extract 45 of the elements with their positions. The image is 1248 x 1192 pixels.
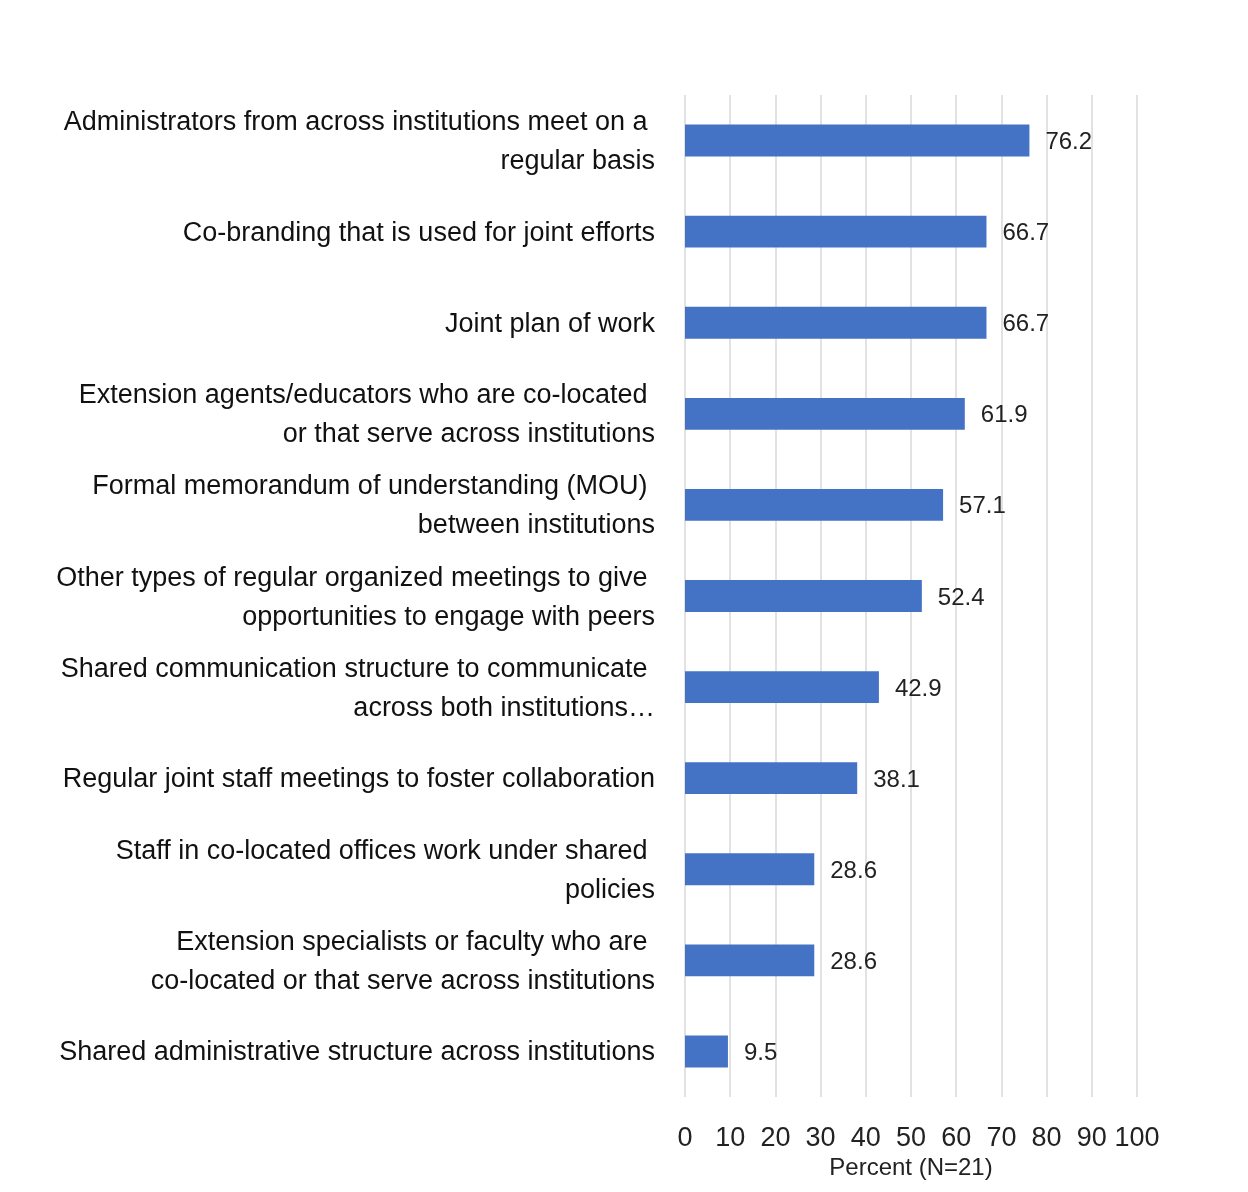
x-tick-label: 80 (1031, 1121, 1062, 1152)
data-label: 38.1 (873, 764, 920, 792)
x-tick-label: 10 (715, 1121, 746, 1152)
data-label: 28.6 (830, 946, 877, 974)
data-label: 66.7 (1002, 309, 1050, 337)
bar (685, 1035, 728, 1068)
data-label: 28.6 (830, 855, 877, 883)
y-tick-label: Administrators from across institutions meet on a regular basis (63, 106, 655, 176)
y-tick-label: Regular joint staff meetings to foster collaboration (62, 763, 655, 794)
data-label: 76.2 (1045, 127, 1093, 155)
bar (685, 397, 965, 430)
data-label: 66.7 (1002, 218, 1050, 246)
y-tick-label: Extension specialists or faculty who are co-located or that serve across institutions (150, 925, 655, 995)
y-tick-label: Formal memorandum of understanding (MOU) between institutions (92, 470, 655, 540)
data-label: 9.5 (743, 1037, 778, 1065)
bar (685, 853, 815, 886)
data-label: 57.1 (959, 491, 1006, 519)
bar (685, 671, 879, 704)
y-tick-label: Joint plan of work (444, 307, 656, 338)
y-tick-label: Shared administrative structure across institutions (59, 1036, 655, 1067)
y-tick-label: Staff in co-located offices work under shared policies (115, 834, 655, 904)
x-tick-label: 40 (850, 1121, 881, 1152)
x-tick-label: 70 (986, 1121, 1017, 1152)
x-axis-title: Percent (N=21) (829, 1153, 993, 1181)
x-tick-label: 20 (760, 1121, 791, 1152)
bar (685, 762, 858, 795)
bar (685, 124, 1030, 157)
y-tick-label: Co-branding that is used for joint efforts (182, 216, 655, 247)
bar (685, 215, 987, 248)
x-tick-label: 60 (941, 1121, 972, 1152)
bar (685, 306, 987, 339)
y-tick-label: Other types of regular organized meetings to give opportunities to engage with peers (56, 561, 655, 631)
y-tick-label: Extension agents/educators who are co-located or that serve across institutions (78, 379, 655, 449)
bar (685, 944, 815, 977)
x-tick-label: 30 (805, 1121, 836, 1152)
data-label: 42.9 (894, 673, 942, 701)
data-label: 52.4 (937, 582, 985, 610)
y-tick-label: Shared communication structure to communicate across both institutions… (60, 652, 655, 722)
x-tick-label: 50 (895, 1121, 927, 1152)
bar (685, 488, 944, 521)
data-label: 61.9 (980, 400, 1028, 428)
bar (685, 580, 922, 612)
x-tick-label: 0 (677, 1121, 693, 1152)
x-tick-label: 100 (1114, 1121, 1160, 1152)
x-tick-label: 90 (1076, 1121, 1107, 1152)
